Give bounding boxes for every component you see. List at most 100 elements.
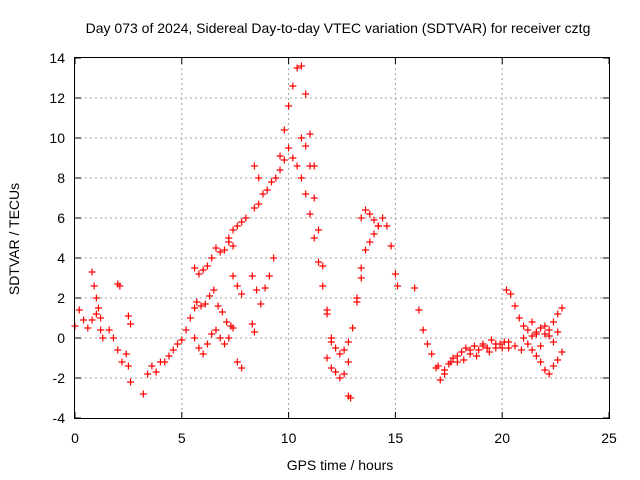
data-point [554,356,562,364]
data-point [229,242,237,250]
series-track-g [139,298,201,398]
data-point [293,64,301,72]
plot-frame [74,57,610,419]
data-point [148,362,156,370]
data-point [524,326,532,334]
series-track-h [191,326,233,358]
data-point [545,326,553,334]
data-point [323,354,331,362]
series-track-r [276,62,318,170]
data-point [118,358,126,366]
tick-marks [74,57,610,419]
data-point [336,374,344,382]
data-point [80,316,88,324]
data-point [193,298,201,306]
data-point [462,344,470,352]
data-point [161,358,169,366]
data-point [492,340,500,348]
data-point [310,194,318,202]
data-point [218,308,226,316]
data-point [511,342,519,350]
data-point [88,268,96,276]
data-point [191,334,199,342]
data-point [212,326,220,334]
data-point [391,270,399,278]
x-tick-label: 20 [494,430,510,446]
data-point [473,352,481,360]
data-point [229,272,237,280]
data-point [191,264,199,272]
data-point [485,348,493,356]
data-point [261,284,269,292]
data-point [302,190,310,198]
data-point [178,336,186,344]
data-point [449,354,457,362]
data-point [511,302,519,310]
data-point [537,324,545,332]
data-point [436,376,444,384]
x-tick-label: 15 [388,430,404,446]
data-point [302,90,310,98]
y-tick-label: -4 [53,410,66,426]
data-point [347,394,355,402]
data-point [238,218,246,226]
data-point [199,266,207,274]
data-point [257,300,265,308]
data-point [470,342,478,350]
series-track-m [233,358,246,372]
data-point [285,144,293,152]
data-point [319,262,327,270]
data-point [520,322,528,330]
data-point [453,352,461,360]
data-point [344,338,352,346]
data-point [488,336,496,344]
data-point [370,216,378,224]
data-point [453,358,461,366]
data-point [250,204,258,212]
data-point [537,342,545,350]
data-point [475,346,483,354]
series-track-l [229,272,246,298]
data-point [225,334,233,342]
y-tick-label: 2 [57,290,65,306]
data-point [208,254,216,262]
data-point [197,302,205,310]
data-point [498,344,506,352]
data-point [201,300,209,308]
data-point [255,174,263,182]
data-point [248,320,256,328]
data-point [528,318,536,326]
data-point [97,326,105,334]
data-point [387,242,395,250]
series-track-b [88,268,105,322]
y-tick-label: 6 [57,210,65,226]
data-point [208,330,216,338]
data-point [549,362,557,370]
series-track-z [411,284,513,384]
data-point [289,82,297,90]
series-track-s [280,144,331,318]
data-point [541,366,549,374]
data-point [441,366,449,374]
data-point [532,352,540,360]
data-point [336,350,344,358]
y-axis-label: SDTVAR / TECUs [6,183,22,295]
data-point [394,282,402,290]
data-point [419,326,427,334]
data-point [127,378,135,386]
data-point [302,142,310,150]
series-track-o [248,254,278,308]
data-point [554,328,562,336]
data-point [549,338,557,346]
data-point [165,352,173,360]
data-point [233,222,241,230]
data-point [270,254,278,262]
series-track-w [344,392,355,402]
data-point [242,214,250,222]
data-point [327,338,335,346]
data-point [357,214,365,222]
series-track-k [225,214,250,242]
series-track-u [323,354,352,382]
series-track-j [197,286,237,332]
data-point [357,274,365,282]
